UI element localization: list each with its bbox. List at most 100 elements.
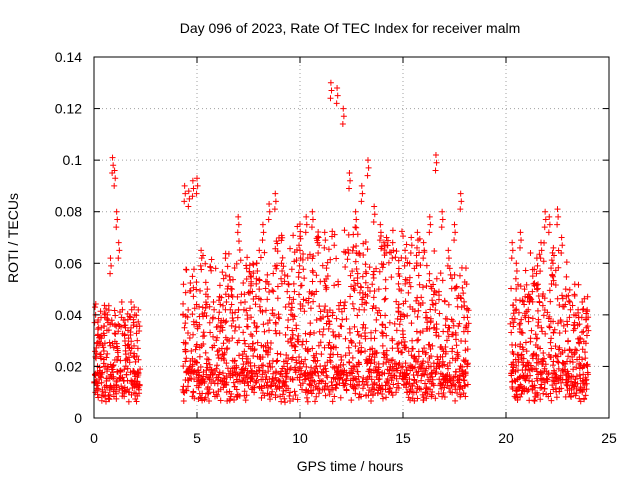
data-point — [559, 367, 566, 374]
data-point — [354, 368, 361, 375]
data-point — [230, 317, 237, 324]
data-point — [180, 281, 187, 288]
data-point — [455, 353, 462, 360]
data-point — [383, 249, 390, 256]
data-point — [228, 301, 235, 308]
data-point — [525, 291, 532, 298]
data-point — [114, 216, 121, 223]
data-point — [509, 302, 516, 309]
data-point — [579, 329, 585, 336]
data-point — [455, 379, 462, 386]
data-point — [432, 300, 439, 307]
data-point — [189, 361, 196, 368]
data-point — [266, 288, 273, 295]
data-point — [548, 345, 555, 352]
data-point — [378, 243, 385, 250]
data-point — [370, 294, 377, 301]
data-point — [370, 219, 377, 226]
data-point — [200, 340, 207, 347]
data-point — [236, 246, 243, 253]
data-point — [130, 319, 137, 326]
data-point — [523, 348, 530, 355]
data-point — [240, 279, 247, 286]
data-point — [322, 392, 329, 399]
data-point — [92, 304, 99, 311]
data-point — [559, 376, 566, 383]
data-point — [185, 188, 192, 195]
data-point — [288, 266, 295, 273]
data-point — [197, 262, 204, 269]
data-point — [208, 267, 215, 274]
data-point — [269, 375, 276, 382]
data-point — [303, 213, 310, 220]
data-point — [529, 385, 536, 392]
data-point — [308, 382, 315, 389]
data-point — [191, 305, 198, 312]
data-point — [194, 182, 201, 189]
data-point — [542, 330, 549, 337]
data-point — [570, 311, 577, 318]
data-point — [371, 386, 378, 393]
data-point — [364, 246, 371, 253]
data-point — [408, 234, 415, 241]
data-point — [234, 229, 241, 236]
data-point — [182, 358, 189, 365]
data-point — [388, 357, 395, 364]
data-point — [289, 376, 296, 383]
data-point — [302, 345, 309, 352]
data-point — [448, 316, 455, 323]
data-point — [335, 302, 342, 309]
data-point — [187, 358, 194, 365]
data-point — [297, 382, 304, 389]
data-point — [266, 360, 273, 367]
data-point — [94, 382, 101, 389]
data-point — [552, 374, 559, 381]
data-point — [556, 388, 563, 395]
data-point — [257, 254, 264, 261]
data-point — [304, 398, 311, 405]
plot-frame — [93, 56, 610, 419]
data-point — [464, 314, 471, 321]
data-point — [262, 278, 269, 285]
data-point — [410, 380, 417, 387]
data-point — [111, 167, 118, 174]
data-point — [527, 335, 534, 342]
data-point — [463, 281, 470, 288]
data-point — [384, 355, 391, 362]
data-point — [246, 268, 253, 275]
data-point — [395, 361, 402, 368]
data-point — [303, 363, 310, 370]
data-point — [119, 393, 126, 400]
data-point — [521, 301, 528, 308]
data-point — [398, 228, 405, 235]
data-point — [299, 341, 306, 348]
data-point — [538, 381, 545, 388]
data-point — [523, 281, 530, 288]
data-point — [251, 389, 258, 396]
data-point — [222, 272, 229, 279]
data-point — [336, 380, 343, 387]
data-point — [431, 324, 438, 331]
data-point — [297, 301, 304, 308]
data-point — [518, 237, 525, 244]
data-point — [223, 298, 230, 305]
data-point — [303, 221, 310, 228]
data-point — [543, 375, 550, 382]
data-point — [520, 355, 527, 362]
data-point — [189, 311, 196, 318]
x-tick-label: 0 — [90, 430, 98, 446]
y-tick-label: 0.14 — [55, 49, 82, 65]
data-point — [352, 282, 359, 289]
data-point — [231, 383, 238, 390]
data-point — [101, 383, 108, 390]
data-point — [462, 265, 469, 272]
data-point — [339, 121, 346, 128]
data-point — [379, 321, 386, 328]
data-point — [234, 339, 241, 346]
data-point — [437, 270, 444, 277]
data-point — [388, 274, 395, 281]
data-point — [134, 337, 141, 344]
data-point — [297, 247, 303, 254]
data-point — [234, 378, 241, 385]
data-point — [325, 246, 332, 253]
